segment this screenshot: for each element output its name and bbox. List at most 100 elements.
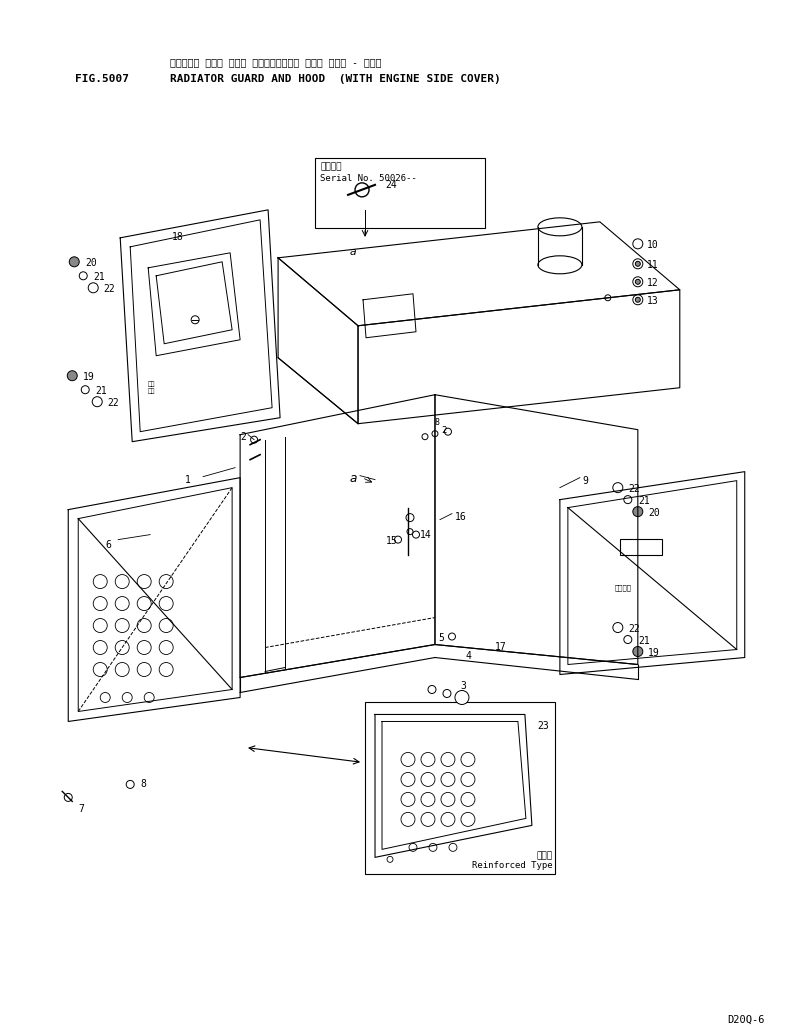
Circle shape (613, 483, 622, 493)
Circle shape (455, 690, 469, 705)
Text: 適用号筆: 適用号筆 (320, 162, 342, 170)
Circle shape (421, 812, 435, 827)
Circle shape (355, 183, 369, 197)
Circle shape (144, 692, 154, 702)
Circle shape (461, 793, 475, 806)
Circle shape (441, 793, 455, 806)
Circle shape (461, 753, 475, 766)
Text: 20: 20 (85, 258, 97, 268)
Bar (620, 538, 661, 555)
Text: 17: 17 (495, 642, 506, 651)
Text: 22: 22 (103, 283, 115, 294)
Text: 強化型
Reinforced Type: 強化型 Reinforced Type (472, 851, 553, 870)
Text: 21: 21 (638, 496, 650, 505)
Text: 14: 14 (420, 530, 432, 539)
Circle shape (633, 506, 643, 517)
Text: 4: 4 (466, 650, 471, 660)
Circle shape (633, 295, 643, 305)
Text: 22: 22 (107, 397, 119, 408)
Text: 9: 9 (583, 476, 589, 486)
Circle shape (394, 536, 401, 543)
Circle shape (159, 574, 173, 588)
Text: 5: 5 (438, 633, 444, 643)
Text: 11: 11 (647, 260, 658, 270)
Circle shape (138, 618, 151, 633)
Text: 21: 21 (93, 272, 105, 281)
Circle shape (159, 641, 173, 654)
Text: ラジエータ ガード および フード（エンジン サイド カバー - ツキ）: ラジエータ ガード および フード（エンジン サイド カバー - ツキ） (170, 56, 382, 67)
Circle shape (115, 641, 130, 654)
Circle shape (633, 647, 643, 656)
Circle shape (159, 618, 173, 633)
Circle shape (401, 772, 415, 787)
Circle shape (93, 597, 107, 610)
Circle shape (432, 430, 438, 436)
Circle shape (159, 662, 173, 677)
Bar (315, 158, 485, 228)
Circle shape (428, 685, 436, 693)
Text: 10: 10 (647, 240, 658, 250)
Text: 2: 2 (441, 425, 446, 434)
Text: 20: 20 (648, 507, 660, 518)
Text: 7: 7 (78, 804, 84, 814)
Text: 8: 8 (435, 418, 440, 426)
Circle shape (461, 812, 475, 827)
Circle shape (401, 753, 415, 766)
Text: RADIATOR GUARD AND HOOD  (WITH ENGINE SIDE COVER): RADIATOR GUARD AND HOOD (WITH ENGINE SID… (170, 74, 501, 84)
Circle shape (93, 574, 107, 588)
Text: FIG.5007: FIG.5007 (76, 74, 130, 84)
Circle shape (126, 781, 134, 789)
Circle shape (401, 812, 415, 827)
Circle shape (387, 857, 393, 863)
Circle shape (115, 597, 130, 610)
Circle shape (441, 812, 455, 827)
Text: 16: 16 (455, 511, 467, 522)
Text: D20Q-6: D20Q-6 (727, 1015, 765, 1024)
Circle shape (100, 692, 111, 702)
Ellipse shape (538, 256, 582, 274)
Circle shape (138, 641, 151, 654)
Circle shape (633, 239, 643, 249)
Text: a: a (350, 246, 357, 257)
Circle shape (613, 622, 622, 633)
Circle shape (421, 772, 435, 787)
Circle shape (413, 531, 420, 538)
Text: 22: 22 (628, 623, 640, 634)
Circle shape (138, 574, 151, 588)
Circle shape (635, 297, 640, 302)
Circle shape (69, 257, 80, 267)
Circle shape (122, 692, 132, 702)
Circle shape (81, 386, 89, 393)
Circle shape (624, 636, 632, 644)
Circle shape (633, 277, 643, 287)
Text: 3: 3 (460, 682, 466, 691)
Circle shape (138, 597, 151, 610)
Circle shape (441, 772, 455, 787)
Circle shape (633, 259, 643, 269)
Circle shape (88, 282, 99, 293)
Bar (365, 702, 555, 874)
Text: a: a (350, 471, 358, 485)
Circle shape (159, 597, 173, 610)
Text: 23: 23 (537, 721, 549, 731)
Ellipse shape (538, 218, 582, 236)
Circle shape (444, 428, 452, 435)
Circle shape (422, 433, 428, 440)
Text: 12: 12 (647, 277, 658, 288)
Text: Serial No. 50026--: Serial No. 50026-- (320, 174, 417, 183)
Circle shape (605, 295, 611, 301)
Text: 2: 2 (240, 431, 246, 442)
Circle shape (429, 843, 437, 851)
Circle shape (93, 662, 107, 677)
Text: 24: 24 (385, 180, 397, 190)
Circle shape (191, 315, 199, 324)
Circle shape (407, 529, 413, 535)
Text: 6: 6 (105, 539, 111, 549)
Circle shape (441, 753, 455, 766)
Text: 13: 13 (647, 296, 658, 306)
Circle shape (250, 436, 258, 444)
Circle shape (449, 843, 457, 851)
Text: 8: 8 (140, 779, 146, 790)
Circle shape (138, 662, 151, 677)
Text: 19: 19 (648, 647, 660, 657)
